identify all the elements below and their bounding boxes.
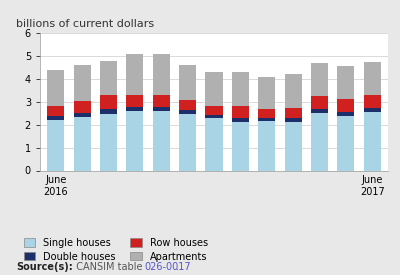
Bar xyxy=(153,54,170,95)
Bar xyxy=(47,120,64,170)
Text: .: . xyxy=(176,262,179,272)
Bar xyxy=(179,114,196,170)
Bar xyxy=(100,95,117,109)
Bar xyxy=(311,96,328,109)
Text: 026-0017: 026-0017 xyxy=(144,262,191,272)
Text: Source(s):: Source(s): xyxy=(16,262,73,272)
Bar xyxy=(311,63,328,96)
Bar xyxy=(337,99,354,112)
Bar xyxy=(258,118,275,121)
Bar xyxy=(258,76,275,109)
Bar xyxy=(206,106,222,115)
Bar xyxy=(284,108,302,118)
Bar xyxy=(100,61,117,95)
Bar xyxy=(74,117,91,170)
Bar xyxy=(100,109,117,114)
Bar xyxy=(179,100,196,109)
Bar xyxy=(47,106,64,116)
Bar xyxy=(47,70,64,106)
Text: billions of current dollars: billions of current dollars xyxy=(16,20,154,29)
Bar xyxy=(153,95,170,107)
Bar xyxy=(206,115,222,119)
Bar xyxy=(74,101,91,113)
Bar xyxy=(100,114,117,170)
Bar xyxy=(258,121,275,170)
Bar xyxy=(337,66,354,99)
Bar xyxy=(126,111,144,170)
Bar xyxy=(206,119,222,170)
Bar xyxy=(284,122,302,170)
Bar xyxy=(153,111,170,170)
Legend: Single houses, Double houses, Row houses, Apartments: Single houses, Double houses, Row houses… xyxy=(21,235,211,265)
Bar xyxy=(179,109,196,114)
Bar xyxy=(284,118,302,122)
Bar xyxy=(364,95,381,108)
Bar xyxy=(337,112,354,116)
Bar xyxy=(74,113,91,117)
Bar xyxy=(206,72,222,106)
Bar xyxy=(47,116,64,120)
Bar xyxy=(153,107,170,111)
Text: CANSIM table: CANSIM table xyxy=(70,262,146,272)
Bar xyxy=(126,95,144,107)
Bar xyxy=(364,62,381,95)
Bar xyxy=(284,74,302,108)
Bar xyxy=(232,122,249,170)
Bar xyxy=(337,116,354,170)
Bar xyxy=(126,54,144,95)
Bar xyxy=(258,109,275,118)
Bar xyxy=(232,106,249,118)
Bar xyxy=(232,72,249,106)
Bar xyxy=(179,65,196,100)
Bar xyxy=(311,109,328,113)
Bar xyxy=(311,113,328,170)
Bar xyxy=(126,107,144,111)
Bar xyxy=(364,108,381,112)
Bar xyxy=(74,65,91,101)
Bar xyxy=(232,118,249,122)
Bar xyxy=(364,112,381,170)
